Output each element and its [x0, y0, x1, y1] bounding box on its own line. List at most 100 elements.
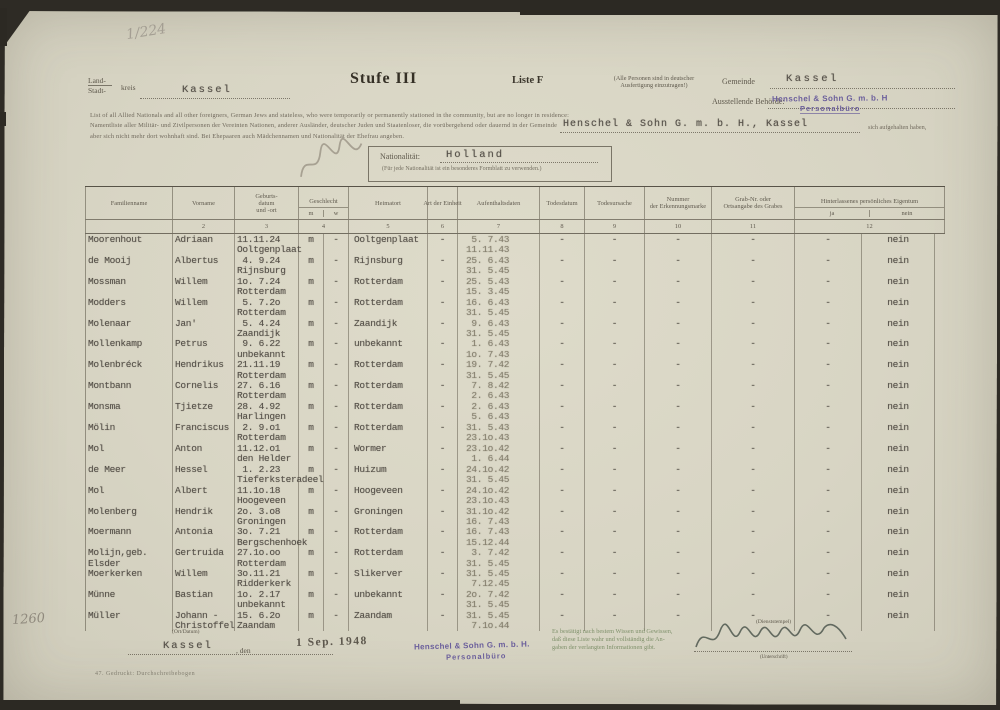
table-row: Molenaar Jan' 5. 4.24 Zaandijk m - Zaandijk - … [85, 317, 945, 339]
scan-edge [0, 700, 460, 710]
table-cell: - [645, 484, 712, 506]
table-cell: - [645, 442, 712, 464]
table-cell: Albertus [173, 254, 235, 276]
table-row: Mol Anton 11.12.o1 den Helder m - Wormer -23.1o… [85, 442, 945, 464]
table-cell: 31. 5.43 23.1o.43 [458, 422, 540, 443]
instruction-line-de: Namentliste aller Militär- und Zivilpers… [90, 122, 558, 129]
table-cell: - [324, 505, 349, 527]
table-cell: - [324, 484, 349, 506]
personnel-office-stamp: Personalbüro [800, 104, 861, 114]
table-cell: Mollenkamp [85, 338, 173, 360]
personnel-office-stamp-footer: Personalbüro [445, 651, 507, 662]
table-cell: - [324, 359, 349, 381]
language-note: (Alle Personen sind in deutscher Ausfert… [613, 75, 695, 89]
table-cell: 5. 7.2o Rotterdam [235, 296, 299, 318]
table-cell: - [540, 234, 585, 255]
col-header-eigentum: Hinterlassenes persönliches Eigentum ja n… [795, 187, 945, 219]
table-cell: - [645, 463, 712, 485]
nationality-value: Holland [446, 149, 505, 161]
table-cell: Monsma [85, 401, 173, 423]
table-cell: Albert [173, 484, 235, 506]
table-cell: nein [862, 234, 935, 255]
table-cell: Rotterdam [349, 547, 428, 569]
nationality-note: (Für jede Nationalität ist ein besondere… [382, 166, 542, 172]
table-cell: m [299, 610, 324, 631]
table-cell: nein [862, 442, 935, 464]
table-cell: - [585, 338, 645, 360]
table-cell: - [645, 275, 712, 297]
table-cell: nein [862, 484, 935, 506]
table-cell: - [324, 317, 349, 339]
table-cell: Molijn,geb. Elsder [85, 547, 173, 568]
table-row: Moermann Antonia 3o. 7.21 Bergschenhoek m - Ro… [85, 526, 945, 547]
table-cell: - [428, 442, 458, 464]
table-cell: de Mooij [85, 254, 173, 276]
table-cell: - [428, 234, 458, 255]
certification-text: Es bestätigt nach bestem Wissen und Gewi… [552, 628, 673, 652]
table-cell: - [585, 401, 645, 423]
table-cell: 1. 2.23 Tieferksteradeel [237, 463, 324, 485]
table-cell: m [299, 526, 324, 548]
col-header-aufenthaltsdaten: Aufenthaltsdaten [458, 187, 540, 219]
table-row: Mölin Franciscus 2. 9.o1 Rotterdam m - Rotter… [85, 422, 945, 443]
table-cell: - [585, 463, 645, 485]
nationality-label: Nationalität: [380, 152, 420, 161]
table-cell: - [540, 338, 585, 360]
footer-place: Kassel [163, 640, 213, 652]
col-header-grab: Grab-Nr. oder Ortsangabe des Grabes [712, 187, 795, 219]
table-cell: m [299, 505, 324, 527]
table-cell: Wormer [349, 442, 428, 464]
table-cell: unbekannt [349, 589, 428, 611]
table-cell: - [585, 547, 645, 569]
column-number: 6 [428, 220, 458, 233]
table-cell: de Meer [85, 463, 173, 485]
table-cell: - [585, 526, 645, 548]
table-cell: nein [862, 380, 935, 402]
table-cell: - [712, 422, 795, 443]
table-cell: - [712, 275, 795, 297]
table-cell: - [712, 463, 795, 485]
table-cell: - [324, 442, 349, 464]
table-cell: 31. 5.45 7.12.45 [458, 568, 540, 589]
table-cell: nein [862, 547, 935, 569]
table-cell: - [540, 359, 585, 381]
company-stamp: Henschel & Sohn G. m. b. H [771, 93, 888, 104]
behoerde-label: Ausstellende Behörde: [712, 97, 785, 106]
table-cell: 1o. 7.24 Rotterdam [235, 275, 299, 297]
table-cell: m [299, 254, 324, 276]
sub-header-nein: nein [901, 210, 913, 217]
table-cell: m [299, 380, 324, 402]
table-cell: - [645, 547, 712, 569]
table-cell: nein [862, 505, 935, 527]
sub-header-w: w [333, 210, 339, 217]
unterschrift-label: (Unterschrift) [760, 655, 788, 660]
table-cell: 19. 7.42 31. 5.45 [458, 359, 540, 380]
table-cell: 7. 8.42 2. 6.43 [458, 380, 540, 401]
table-cell: - [540, 380, 585, 402]
table-cell: - [712, 505, 795, 527]
table-cell: - [324, 275, 349, 297]
table-cell: m [299, 442, 324, 464]
table-cell: nein [862, 359, 935, 381]
table-cell: - [324, 547, 349, 569]
table-cell: Mölin [85, 422, 173, 443]
table-cell: - [540, 275, 585, 297]
table-cell: - [428, 275, 458, 297]
table-row: Müller Johann - Christoffel 15. 6.2o Zaandam… [85, 610, 945, 631]
table-cell: unbekannt [349, 338, 428, 360]
scan-edge [0, 112, 6, 126]
table-row: Monsma Tjietze 28. 4.92 Harlingen m - Rotterda… [85, 401, 945, 422]
table-cell: - [712, 359, 795, 381]
ort-datum-label: (Ort/Datum) [172, 629, 200, 635]
table-cell: - [428, 589, 458, 611]
column-number [85, 220, 173, 233]
table-cell: 2o. 3.o8 Groningen [235, 505, 299, 526]
fill-line [440, 162, 598, 163]
column-number: 7 [458, 220, 540, 233]
fill-line [770, 88, 955, 89]
table-cell: - [645, 568, 712, 590]
table-cell: - [712, 610, 795, 631]
table-row: Modders Willem 5. 7.2o Rotterdam m - Rotterda… [85, 296, 945, 318]
table-cell: - [324, 463, 349, 485]
table-cell: Mol [85, 442, 173, 464]
